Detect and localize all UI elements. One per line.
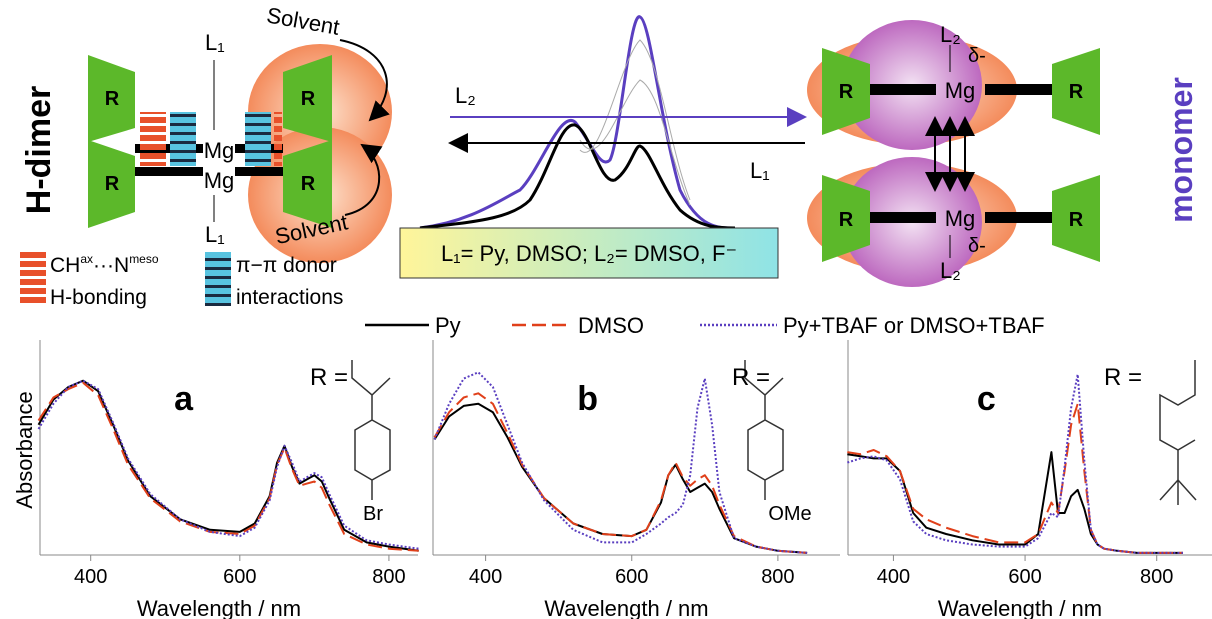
x-tick-label: 800 xyxy=(372,566,405,588)
r-label: R = xyxy=(732,364,770,391)
spectrum-line xyxy=(39,381,419,551)
ligand: L₂ xyxy=(940,258,961,283)
legend-label: Py xyxy=(435,313,461,338)
x-axis-label: Wavelength / nm xyxy=(137,596,301,619)
panel-label: c xyxy=(977,380,996,418)
partial-charge: δ- xyxy=(968,45,986,67)
pi-legend: interactions xyxy=(236,286,343,309)
spectrum-line xyxy=(39,381,419,549)
r-group: R xyxy=(301,88,316,110)
x-tick-label: 800 xyxy=(761,566,794,588)
x-tick-label: 800 xyxy=(1140,566,1173,588)
ligand: L₂ xyxy=(940,22,961,47)
mg: Mg xyxy=(945,206,976,231)
spectrum-line xyxy=(847,452,1183,553)
ligand: L₁ xyxy=(205,222,225,247)
hbond-legend: CHax···Nmeso xyxy=(50,252,159,277)
r-group: R xyxy=(1069,81,1084,103)
x-tick-label: 400 xyxy=(74,566,107,588)
x-tick-label: 400 xyxy=(877,566,910,588)
monomer-label: monomer xyxy=(1163,77,1199,223)
x-tick-label: 600 xyxy=(615,566,648,588)
panel-label: b xyxy=(577,380,598,418)
mg: Mg xyxy=(945,78,976,103)
schematic-spectrum xyxy=(420,17,805,228)
ligand: L₁ xyxy=(750,158,770,183)
r-group: R xyxy=(105,88,120,110)
ligand: L₁ xyxy=(205,30,225,55)
r-group: R xyxy=(1069,209,1084,231)
x-axis-label: Wavelength / nm xyxy=(938,596,1102,619)
spectrum-line xyxy=(435,393,808,553)
r-group: R xyxy=(839,209,854,231)
y-axis-label: Absorbance xyxy=(12,391,37,508)
spectrum-line xyxy=(847,404,1183,553)
x-tick-label: 600 xyxy=(223,566,256,588)
pi-legend: π−π donor xyxy=(236,254,337,277)
legend-label: DMSO xyxy=(578,313,644,338)
mg: Mg xyxy=(204,168,235,193)
substituent: Br xyxy=(363,503,383,525)
substituent: OMe xyxy=(768,503,811,525)
spectrum-line xyxy=(847,374,1183,553)
panel-label: a xyxy=(174,380,194,418)
partial-charge: δ- xyxy=(968,235,986,257)
legend-label: Py+TBAF or DMSO+TBAF xyxy=(783,313,1045,338)
x-tick-label: 400 xyxy=(469,566,502,588)
ligand: L₂ xyxy=(455,83,476,108)
figure: H-dimer R R R R Mg Mg L₁ L₁ Solvent Solv… xyxy=(0,0,1212,619)
pi-swatch xyxy=(205,252,231,306)
ligand-box-text: L₁= Py, DMSO; L₂= DMSO, F⁻ xyxy=(441,241,737,266)
x-axis-label: Wavelength / nm xyxy=(544,596,708,619)
r-group: R xyxy=(839,81,854,103)
mg: Mg xyxy=(204,138,235,163)
hbond-swatch xyxy=(20,252,46,306)
x-tick-label: 600 xyxy=(1008,566,1041,588)
r-label: R = xyxy=(310,364,348,391)
hbond-legend: H-bonding xyxy=(50,286,147,309)
h-dimer-label: H-dimer xyxy=(20,86,58,214)
r-group: R xyxy=(105,173,120,195)
spectrum-line xyxy=(39,383,419,551)
solvent-label: Solvent xyxy=(265,2,342,39)
r-label: R = xyxy=(1104,364,1142,391)
spectrum-line xyxy=(435,372,808,553)
r-group: R xyxy=(301,173,316,195)
page: H-dimer R R R R Mg Mg L₁ L₁ Solvent Solv… xyxy=(0,0,1212,619)
spectrum-line xyxy=(435,404,808,553)
